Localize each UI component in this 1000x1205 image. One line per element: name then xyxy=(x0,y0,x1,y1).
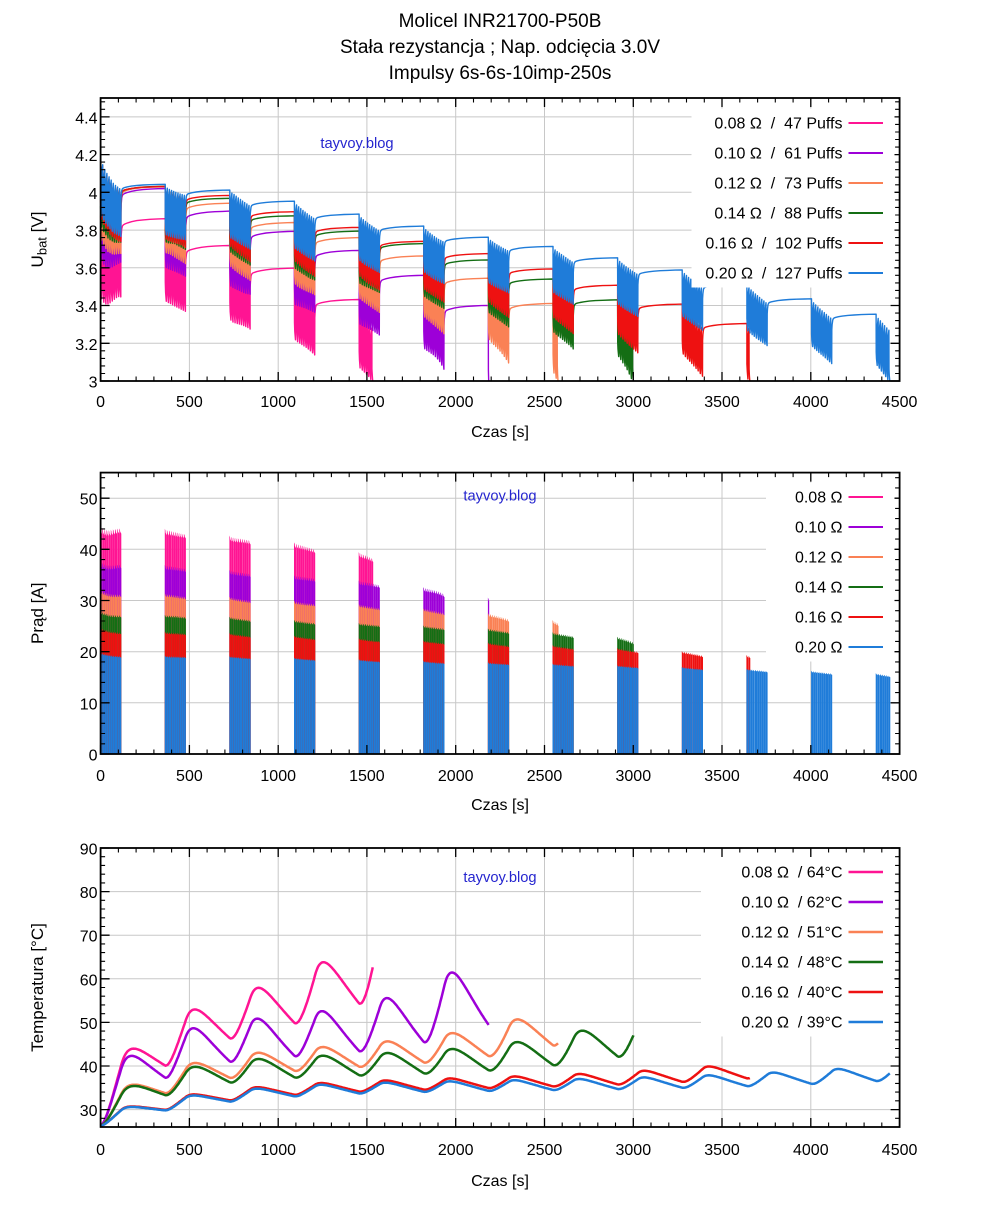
svg-text:Czas [s]: Czas [s] xyxy=(471,424,529,441)
svg-text:3.2: 3.2 xyxy=(75,337,97,354)
svg-text:500: 500 xyxy=(176,394,203,411)
svg-text:Prąd [A]: Prąd [A] xyxy=(28,583,47,644)
svg-text:Impulsy 6s-6s-10imp-250s: Impulsy 6s-6s-10imp-250s xyxy=(389,63,612,84)
svg-text:3.4: 3.4 xyxy=(75,299,97,316)
svg-text:40: 40 xyxy=(80,1060,98,1077)
svg-text:4000: 4000 xyxy=(793,394,829,411)
svg-text:0.16 Ω / 102 Puffs: 0.16 Ω / 102 Puffs xyxy=(705,236,842,253)
svg-text:4.2: 4.2 xyxy=(75,148,97,165)
svg-text:4000: 4000 xyxy=(793,1142,829,1159)
svg-text:10: 10 xyxy=(80,696,98,713)
svg-text:1000: 1000 xyxy=(260,1142,296,1159)
svg-text:0.10 Ω / 62°C: 0.10 Ω / 62°C xyxy=(741,895,842,912)
svg-text:4.4: 4.4 xyxy=(75,110,97,127)
svg-text:Molicel INR21700-P50B: Molicel INR21700-P50B xyxy=(399,11,602,32)
svg-text:2000: 2000 xyxy=(438,768,474,785)
svg-text:0.20 Ω: 0.20 Ω xyxy=(795,640,843,657)
svg-text:80: 80 xyxy=(80,885,98,902)
svg-text:tayvoy.blog: tayvoy.blog xyxy=(463,870,536,886)
svg-text:3500: 3500 xyxy=(704,394,740,411)
svg-text:0: 0 xyxy=(96,394,105,411)
svg-text:3.6: 3.6 xyxy=(75,261,97,278)
svg-text:1500: 1500 xyxy=(349,768,385,785)
svg-text:0: 0 xyxy=(89,748,98,765)
svg-text:50: 50 xyxy=(80,1016,98,1033)
svg-text:4500: 4500 xyxy=(882,768,918,785)
svg-text:0.12 Ω / 73 Puffs: 0.12 Ω / 73 Puffs xyxy=(714,176,842,193)
svg-text:0.20 Ω / 39°C: 0.20 Ω / 39°C xyxy=(741,1015,842,1032)
svg-text:20: 20 xyxy=(80,645,98,662)
svg-text:0.08 Ω / 47 Puffs: 0.08 Ω / 47 Puffs xyxy=(714,116,842,133)
svg-text:0.16 Ω: 0.16 Ω xyxy=(795,610,843,627)
svg-text:3: 3 xyxy=(89,375,98,392)
svg-text:0.14 Ω / 88 Puffs: 0.14 Ω / 88 Puffs xyxy=(714,206,842,223)
svg-text:30: 30 xyxy=(80,594,98,611)
svg-text:2000: 2000 xyxy=(438,1142,474,1159)
svg-text:Czas [s]: Czas [s] xyxy=(471,797,529,814)
svg-text:0.14 Ω: 0.14 Ω xyxy=(795,580,843,597)
svg-text:4500: 4500 xyxy=(882,1142,918,1159)
svg-text:Stała rezystancja ; Nap. odcię: Stała rezystancja ; Nap. odcięcia 3.0V xyxy=(340,37,660,58)
svg-text:3000: 3000 xyxy=(616,1142,652,1159)
svg-text:0.10 Ω / 61 Puffs: 0.10 Ω / 61 Puffs xyxy=(714,146,842,163)
svg-text:2500: 2500 xyxy=(527,394,563,411)
svg-text:90: 90 xyxy=(80,842,98,859)
svg-text:3.8: 3.8 xyxy=(75,224,97,241)
svg-text:0.12 Ω / 51°C: 0.12 Ω / 51°C xyxy=(741,925,842,942)
svg-text:1000: 1000 xyxy=(260,394,296,411)
svg-text:Temperatura [°C]: Temperatura [°C] xyxy=(28,923,47,1052)
svg-text:4500: 4500 xyxy=(882,394,918,411)
svg-text:70: 70 xyxy=(80,929,98,946)
svg-text:500: 500 xyxy=(176,1142,203,1159)
svg-text:0.16 Ω / 40°C: 0.16 Ω / 40°C xyxy=(741,985,842,1002)
svg-text:0.10 Ω: 0.10 Ω xyxy=(795,520,843,537)
svg-text:4: 4 xyxy=(89,186,98,203)
svg-text:0: 0 xyxy=(96,768,105,785)
svg-text:0.20 Ω / 127 Puffs: 0.20 Ω / 127 Puffs xyxy=(705,266,842,283)
svg-text:3500: 3500 xyxy=(704,1142,740,1159)
svg-text:2000: 2000 xyxy=(438,394,474,411)
svg-text:1000: 1000 xyxy=(260,768,296,785)
svg-text:tayvoy.blog: tayvoy.blog xyxy=(320,136,393,152)
svg-text:30: 30 xyxy=(80,1103,98,1120)
svg-text:1500: 1500 xyxy=(349,1142,385,1159)
svg-text:0.12 Ω: 0.12 Ω xyxy=(795,550,843,567)
svg-text:tayvoy.blog: tayvoy.blog xyxy=(463,489,536,505)
svg-text:2500: 2500 xyxy=(527,768,563,785)
svg-text:500: 500 xyxy=(176,768,203,785)
svg-text:0.08 Ω: 0.08 Ω xyxy=(795,490,843,507)
svg-text:0.08 Ω / 64°C: 0.08 Ω / 64°C xyxy=(741,865,842,882)
svg-text:0: 0 xyxy=(96,1142,105,1159)
svg-text:2500: 2500 xyxy=(527,1142,563,1159)
svg-text:50: 50 xyxy=(80,492,98,509)
svg-text:40: 40 xyxy=(80,543,98,560)
svg-text:3000: 3000 xyxy=(616,768,652,785)
svg-text:4000: 4000 xyxy=(793,768,829,785)
svg-text:1500: 1500 xyxy=(349,394,385,411)
svg-text:0.14 Ω / 48°C: 0.14 Ω / 48°C xyxy=(741,955,842,972)
svg-text:60: 60 xyxy=(80,972,98,989)
svg-text:Czas [s]: Czas [s] xyxy=(471,1173,529,1190)
svg-text:3500: 3500 xyxy=(704,768,740,785)
svg-text:3000: 3000 xyxy=(616,394,652,411)
